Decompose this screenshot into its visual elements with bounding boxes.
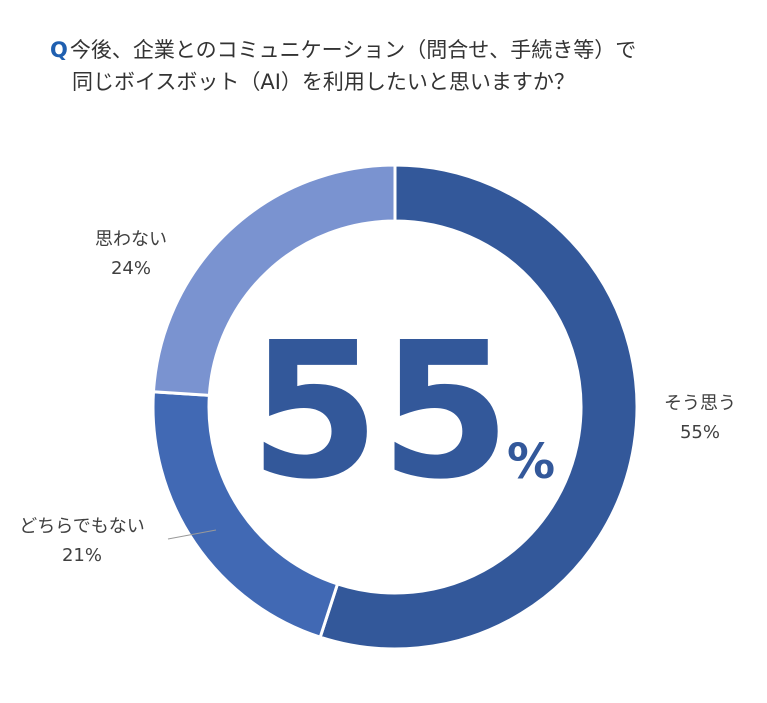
leader-line [167,529,217,540]
slice-label-0: そう思う [664,393,736,414]
center-unit: % [507,434,555,490]
slice-omowanai [151,163,397,397]
slice-sou-omou [318,163,639,651]
center-value: 55 [249,302,511,521]
chart-title: Q今後、企業とのコミュニケーション（問合せ、手続き等）で 同じボイスボット（AI… [50,34,636,98]
question-mark: Q [50,38,68,62]
title-line-1: 今後、企業とのコミュニケーション（問合せ、手続き等）で [69,38,637,62]
slice-value-label-0: 55% [680,422,720,443]
slice-label-2: 思わない [95,229,167,250]
slice-value-label-1: 21% [62,545,102,566]
slice-value-label-2: 24% [111,258,151,279]
title-line-2: 同じボイスボット（AI）を利用したいと思いますか？ [72,70,575,94]
slice-label-1: どちらでもない [19,516,144,537]
